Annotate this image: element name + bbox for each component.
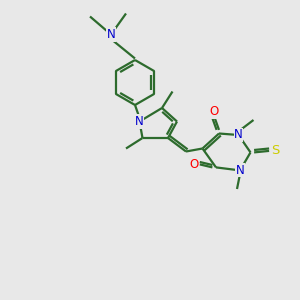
Text: N: N bbox=[234, 128, 243, 142]
Text: N: N bbox=[135, 115, 144, 128]
Text: N: N bbox=[106, 28, 116, 41]
Text: S: S bbox=[271, 144, 279, 158]
Text: O: O bbox=[210, 105, 219, 119]
Text: O: O bbox=[189, 158, 198, 171]
Text: N: N bbox=[236, 164, 244, 177]
